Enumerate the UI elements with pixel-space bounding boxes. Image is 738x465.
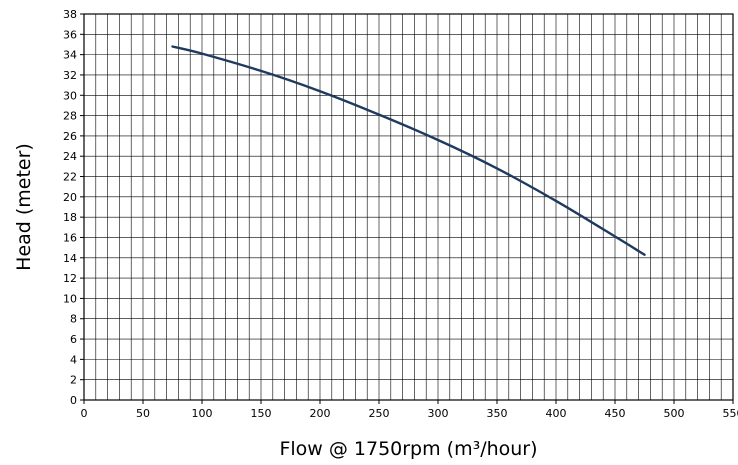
x-tick-label: 200: [310, 407, 331, 420]
head-curve-line: [171, 45, 646, 256]
x-tick-label: 100: [192, 407, 213, 420]
y-tick-label: 28: [63, 110, 77, 123]
y-tick-label: 20: [63, 191, 77, 204]
x-tick-label: 450: [605, 407, 626, 420]
y-tick-label: 24: [63, 150, 77, 163]
y-axis-label: Head (meter): [13, 143, 35, 271]
y-tick-label: 30: [63, 89, 77, 102]
y-tick-label: 8: [70, 313, 77, 326]
y-tick-label: 0: [70, 394, 77, 407]
x-tick-label: 300: [428, 407, 449, 420]
y-tick-label: 2: [70, 374, 77, 387]
x-tick-label: 50: [136, 407, 150, 420]
y-tick-label: 4: [70, 353, 77, 366]
y-tick-label: 10: [63, 292, 77, 305]
x-tick-label: 550: [723, 407, 738, 420]
x-tick-label: 0: [81, 407, 88, 420]
x-tick-label: 500: [664, 407, 685, 420]
y-tick-label: 22: [63, 171, 77, 184]
plot-frame: [83, 13, 734, 401]
grid: [84, 14, 733, 400]
y-tick-label: 6: [70, 333, 77, 346]
x-tick-label: 250: [369, 407, 390, 420]
y-tick-label: 32: [63, 69, 77, 82]
y-tick-label: 36: [63, 28, 77, 41]
x-axis-label: Flow @ 1750rpm (m³/hour): [279, 438, 537, 460]
y-tick-label: 16: [63, 231, 77, 244]
y-tick-label: 12: [63, 272, 77, 285]
y-tick-label: 38: [63, 8, 77, 21]
y-tick-label: 14: [63, 252, 77, 265]
y-tick-label: 26: [63, 130, 77, 143]
x-tick-label: 400: [546, 407, 567, 420]
x-tick-label: 150: [251, 407, 272, 420]
y-tick-label: 18: [63, 211, 77, 224]
series-layer: [171, 45, 646, 256]
x-tick-label: 350: [487, 407, 508, 420]
y-tick-label: 34: [63, 49, 77, 62]
x-axis-ticks: 0 50 100 150 200 250 300 350 400 450 500 550: [81, 400, 738, 420]
